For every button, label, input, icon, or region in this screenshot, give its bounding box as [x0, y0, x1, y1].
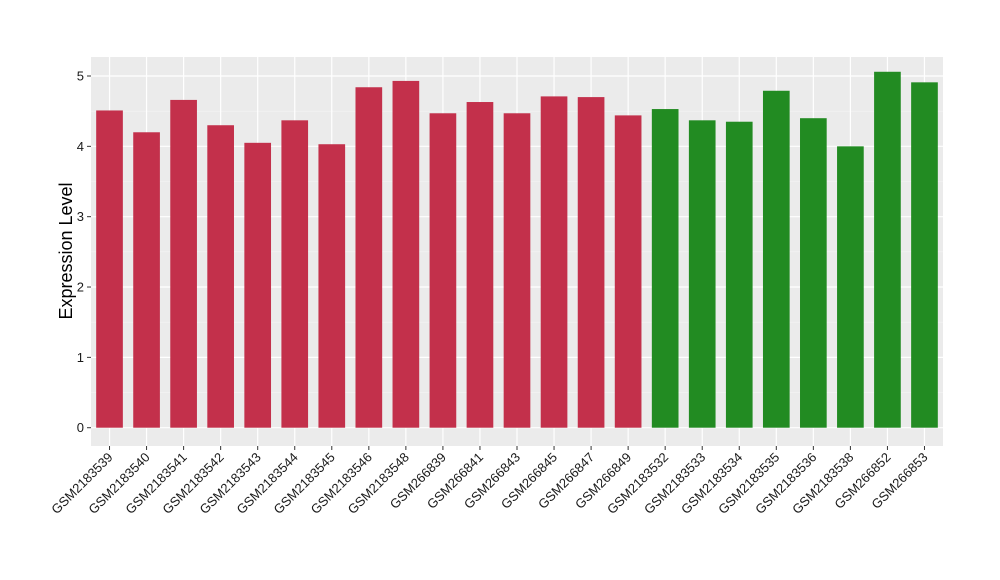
- x-axis: GSM2183539GSM2183540GSM2183541GSM2183542…: [48, 446, 931, 517]
- y-axis: 0 1 2 3 4 5: [77, 68, 91, 435]
- bar-GSM266852: [874, 71, 901, 428]
- bars: [96, 71, 938, 428]
- bar-GSM2183546: [355, 87, 383, 428]
- bar-GSM2183539: [96, 110, 123, 428]
- bar-GSM266847: [577, 97, 605, 428]
- bar-GSM2183536: [800, 118, 827, 428]
- bar-GSM266841: [466, 102, 494, 428]
- bar-GSM266849: [614, 115, 642, 428]
- y-tick-label: 3: [77, 209, 84, 224]
- bar-GSM266853: [911, 82, 938, 428]
- bar-GSM2183532: [651, 109, 679, 428]
- y-axis-title: Expression Level: [56, 182, 76, 319]
- bar-GSM2183541: [170, 99, 197, 428]
- y-tick-label: 1: [77, 350, 84, 365]
- y-tick-label: 5: [77, 68, 84, 83]
- bar-GSM2183534: [725, 121, 753, 428]
- bar-GSM2183533: [688, 120, 716, 428]
- y-tick-label: 2: [77, 280, 84, 295]
- bar-GSM2183543: [244, 142, 272, 428]
- bar-GSM2183542: [207, 125, 234, 428]
- bar-GSM266843: [503, 113, 531, 428]
- bar-GSM2183545: [318, 144, 346, 428]
- bar-GSM2183538: [837, 146, 864, 428]
- bar-GSM266845: [540, 96, 568, 428]
- bar-GSM2183540: [133, 132, 160, 428]
- bar-GSM2183535: [762, 90, 790, 428]
- bar-GSM2183544: [281, 120, 309, 428]
- bar-GSM2183548: [392, 80, 420, 428]
- bar-GSM266839: [429, 113, 457, 428]
- y-tick-label: 4: [77, 139, 84, 154]
- y-tick-label: 0: [77, 420, 84, 435]
